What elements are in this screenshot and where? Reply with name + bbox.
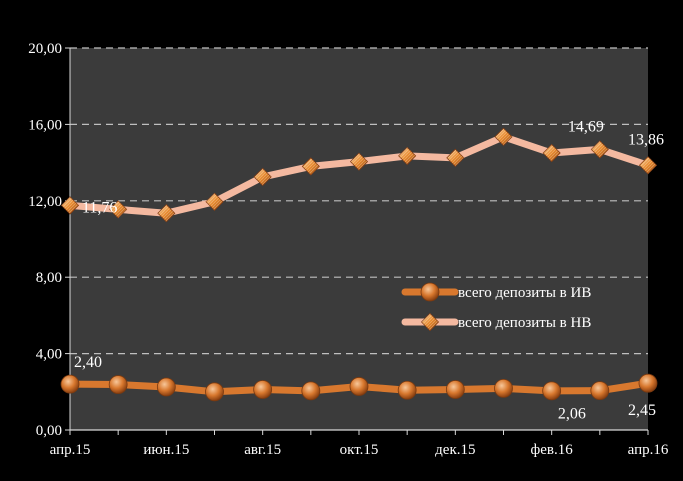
data-point-2 (638, 156, 658, 175)
y-tick-label: 16,00 (28, 117, 62, 133)
data-point-1 (445, 380, 465, 399)
x-tick-label: дек.15 (435, 442, 475, 458)
y-tick-label: 8,00 (36, 270, 62, 286)
y-tick-label: 4,00 (36, 347, 62, 363)
data-point-2 (542, 143, 561, 163)
data-label: 2,06 (558, 406, 586, 423)
data-labels: 2,40 2,06 2,45 11,76 14,69 13,86 (74, 118, 664, 422)
series-layer (60, 127, 658, 402)
data-point-1 (156, 377, 176, 397)
data-point-1 (494, 378, 513, 398)
data-point-2 (590, 140, 609, 159)
axes: 0,00 4,00 8,00 12,00 16,00 20,00 апр.15 июн.15 а… (28, 41, 669, 458)
y-tick-label: 12,00 (28, 194, 62, 210)
data-point-1 (590, 381, 610, 401)
legend-entry-1: всего депозиты в ИВ (401, 282, 591, 302)
x-tick-label: июн.15 (143, 442, 189, 458)
data-point-2 (157, 204, 176, 223)
data-point-2 (301, 157, 320, 176)
x-tick-label: фев.16 (531, 442, 574, 458)
data-point-2 (109, 200, 128, 219)
data-point-1 (638, 373, 658, 393)
gridlines (70, 47, 648, 355)
plot-area (70, 48, 648, 430)
data-point-1 (301, 381, 321, 401)
legend-label: всего депозиты в ИВ (458, 285, 591, 301)
x-tick-label: авг.15 (244, 442, 281, 458)
data-point-1 (108, 375, 128, 394)
legend-marker (420, 312, 440, 332)
data-point-1 (205, 382, 224, 402)
data-label: 14,69 (568, 118, 604, 135)
x-tick-label: окт.15 (340, 442, 379, 458)
x-tick-label: апр.16 (628, 442, 669, 458)
data-point-1 (542, 381, 562, 401)
data-point-2 (398, 146, 417, 165)
y-tick-label: 20,00 (28, 41, 62, 57)
data-point-2 (494, 127, 513, 146)
data-point-1 (253, 380, 273, 399)
data-point-1 (60, 374, 80, 394)
data-label: 2,40 (74, 354, 102, 371)
data-point-2 (205, 192, 224, 211)
data-point-1 (397, 380, 417, 400)
legend-marker (420, 282, 440, 302)
legend: всего депозиты в ИВ всего депозиты в НВ (401, 282, 591, 332)
y-tick-label: 0,00 (36, 423, 62, 439)
data-label: 11,76 (82, 199, 117, 216)
data-point-1 (349, 377, 369, 396)
data-point-2 (60, 196, 80, 215)
data-point-2 (349, 152, 369, 171)
data-point-2 (253, 167, 272, 186)
data-label: 2,45 (628, 402, 656, 419)
x-tick-label: апр.15 (50, 442, 91, 458)
data-point-2 (446, 148, 465, 167)
legend-label: всего депозиты в НВ (458, 315, 591, 331)
data-label: 13,86 (628, 131, 664, 148)
legend-entry-2: всего депозиты в НВ (401, 312, 591, 332)
